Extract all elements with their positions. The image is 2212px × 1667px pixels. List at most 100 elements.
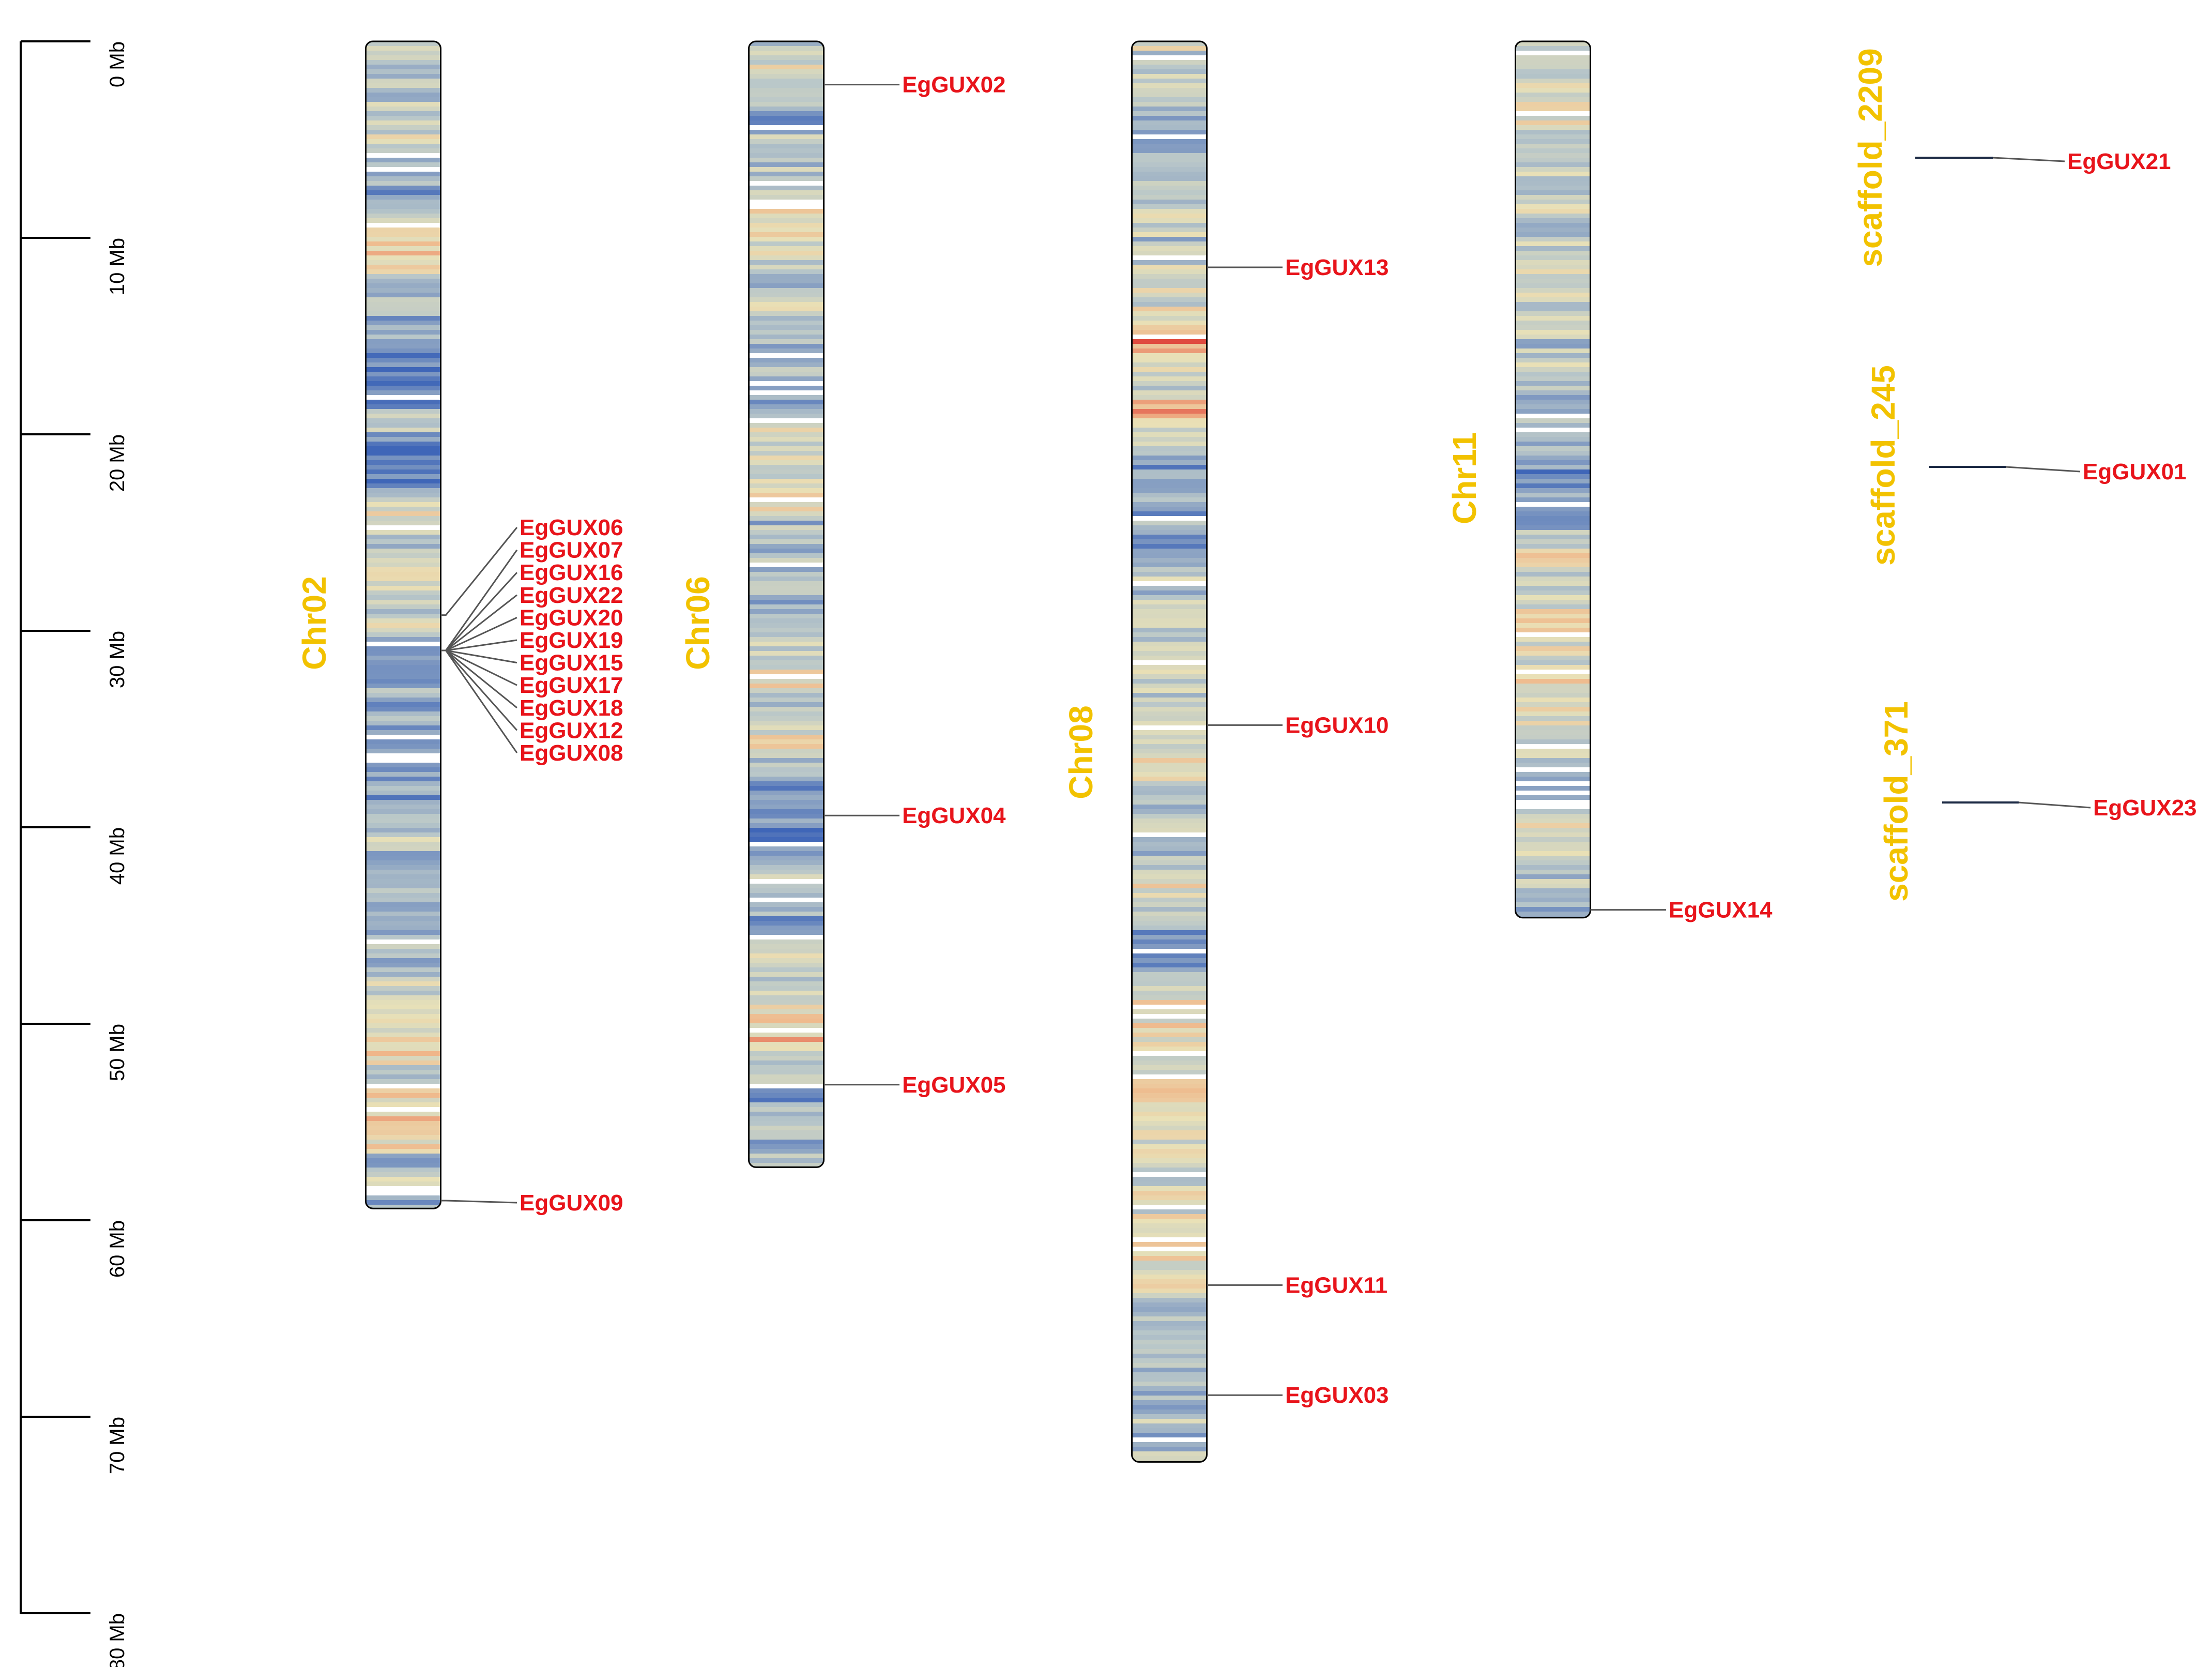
density-band	[749, 995, 824, 1001]
density-band	[1132, 767, 1207, 772]
density-band	[1132, 716, 1207, 721]
density-band	[1132, 307, 1207, 312]
density-band	[749, 586, 824, 591]
density-band	[749, 1112, 824, 1117]
scale-tick-label: 40 Mb	[106, 827, 129, 885]
scaffold-label: scaffold_371	[1878, 701, 1915, 902]
density-band	[749, 870, 824, 875]
density-band	[1132, 1419, 1207, 1424]
density-band	[749, 544, 824, 549]
density-band	[1132, 372, 1207, 377]
density-band	[1132, 981, 1207, 987]
density-band	[749, 898, 824, 903]
density-band	[365, 618, 441, 624]
density-band	[749, 502, 824, 507]
density-band	[749, 1033, 824, 1038]
density-band	[365, 372, 441, 377]
density-band	[1132, 251, 1207, 256]
density-band	[1515, 200, 1591, 205]
density-band	[1515, 321, 1591, 326]
gene-leader-line	[440, 572, 518, 651]
density-band	[1515, 293, 1591, 298]
scaffold-label: scaffold_2209	[1852, 48, 1889, 267]
density-band	[1132, 1340, 1207, 1345]
density-band	[365, 1163, 441, 1168]
density-band	[1132, 232, 1207, 237]
density-band	[749, 214, 824, 219]
density-band	[365, 423, 441, 428]
density-band	[749, 991, 824, 996]
density-band	[1132, 558, 1207, 563]
density-band	[749, 176, 824, 181]
density-band	[1515, 260, 1591, 265]
density-band	[1132, 116, 1207, 121]
density-band	[365, 981, 441, 987]
density-band	[1515, 707, 1591, 712]
density-band	[1515, 637, 1591, 642]
density-band	[749, 237, 824, 242]
density-band	[1132, 218, 1207, 223]
density-band	[749, 632, 824, 638]
density-band	[1132, 432, 1207, 437]
density-band	[749, 390, 824, 396]
density-band	[1515, 386, 1591, 391]
density-band	[1132, 725, 1207, 731]
density-band	[365, 400, 441, 405]
density-band	[365, 888, 441, 893]
density-band	[1515, 618, 1591, 624]
gene-label: EgGUX19	[520, 628, 623, 653]
density-band	[365, 116, 441, 121]
density-band	[365, 753, 441, 759]
density-band	[749, 1014, 824, 1019]
density-band	[1515, 670, 1591, 675]
density-band	[365, 186, 441, 191]
density-band	[1515, 795, 1591, 800]
density-band	[749, 60, 824, 65]
density-band	[1132, 330, 1207, 335]
density-band	[1132, 120, 1207, 126]
density-band	[1515, 288, 1591, 293]
density-band	[1132, 1009, 1207, 1014]
density-band	[365, 846, 441, 852]
density-band	[1132, 469, 1207, 475]
density-band	[1515, 372, 1591, 377]
density-band	[365, 660, 441, 665]
density-band	[749, 1023, 824, 1028]
density-band	[1132, 739, 1207, 745]
density-band	[1132, 1023, 1207, 1028]
density-band	[1132, 172, 1207, 177]
density-band	[749, 823, 824, 828]
density-band	[749, 120, 824, 126]
density-band	[1132, 521, 1207, 526]
density-band	[1132, 507, 1207, 512]
density-band	[1132, 1386, 1207, 1391]
density-band	[365, 1079, 441, 1084]
density-band	[1132, 1163, 1207, 1168]
density-band	[365, 446, 441, 451]
density-band	[365, 195, 441, 200]
density-band	[1132, 1056, 1207, 1061]
gene-leader-line	[2018, 801, 2091, 809]
density-band	[1515, 870, 1591, 875]
density-band	[1132, 856, 1207, 861]
density-band	[749, 735, 824, 740]
density-band	[749, 442, 824, 447]
density-band	[1132, 609, 1207, 614]
density-band	[1132, 1121, 1207, 1126]
density-band	[749, 167, 824, 172]
density-band	[749, 651, 824, 656]
density-band	[749, 69, 824, 74]
density-band	[749, 418, 824, 423]
density-band	[365, 926, 441, 931]
density-band	[1132, 1228, 1207, 1233]
density-band	[749, 367, 824, 372]
density-band	[1515, 791, 1591, 796]
density-band	[749, 158, 824, 163]
density-band	[365, 362, 441, 368]
density-band	[365, 1009, 441, 1014]
density-band	[365, 409, 441, 414]
density-band	[1132, 604, 1207, 610]
density-band	[1132, 1181, 1207, 1187]
density-band	[1132, 1098, 1207, 1103]
density-band	[749, 1126, 824, 1131]
